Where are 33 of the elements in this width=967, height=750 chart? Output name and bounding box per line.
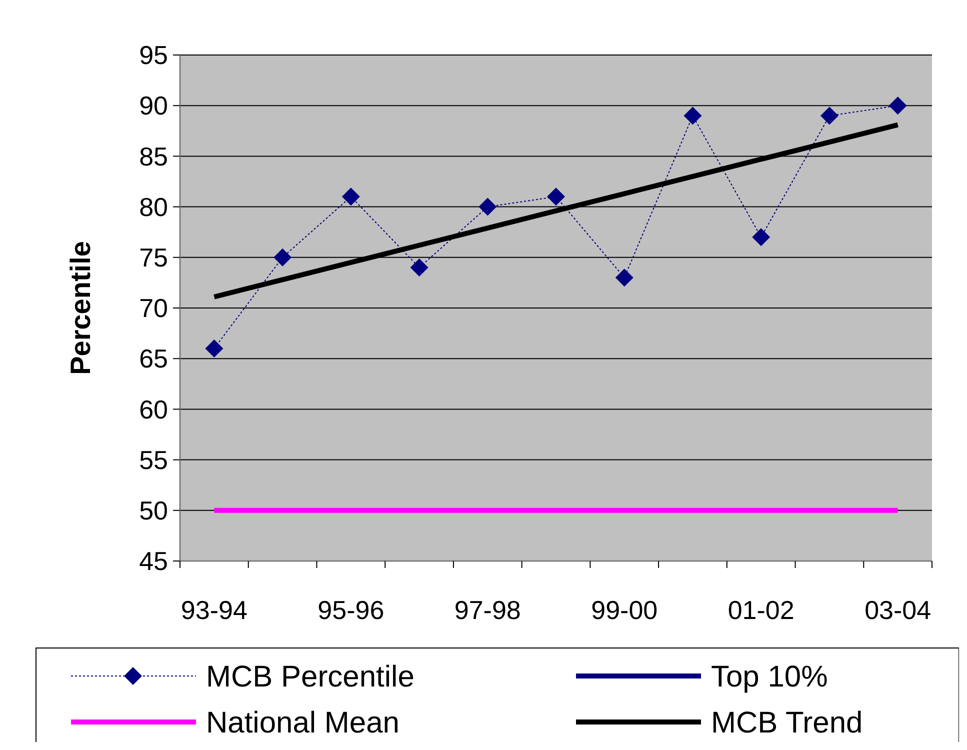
y-tick-label: 60 — [139, 394, 168, 424]
legend-label: National Mean — [206, 706, 400, 740]
x-tick-label: 97-98 — [454, 595, 521, 625]
legend-label: MCB Trend — [711, 706, 863, 740]
y-tick-label: 50 — [139, 496, 168, 526]
x-tick-label: 99-00 — [591, 595, 658, 625]
x-tick-label: 93-94 — [180, 595, 248, 625]
y-tick-label: 55 — [139, 444, 168, 475]
y-tick-label: 90 — [139, 90, 168, 121]
y-tick-label: 80 — [139, 192, 168, 222]
y-tick-label: 95 — [139, 40, 168, 70]
y-tick-label: 85 — [139, 141, 168, 172]
point — [342, 188, 360, 206]
point — [274, 248, 292, 266]
point — [205, 339, 224, 358]
point — [410, 258, 428, 277]
point — [752, 228, 770, 246]
y-tick-label: 70 — [139, 293, 168, 324]
x-tick-label: 95-96 — [318, 595, 384, 625]
point — [478, 198, 497, 216]
x-tick-label: 01-02 — [728, 595, 794, 625]
y-tick-label: 65 — [139, 344, 168, 374]
point — [820, 106, 838, 125]
x-tick-label: 03-04 — [864, 595, 932, 625]
point — [547, 188, 565, 206]
y-axis-title: Percentile — [65, 241, 96, 375]
y-tick-label: 45 — [139, 546, 168, 576]
point — [615, 268, 634, 287]
legend-label: MCB Percentile — [206, 660, 414, 694]
y-tick-label: 75 — [139, 242, 168, 272]
point — [888, 96, 907, 115]
point — [684, 106, 702, 125]
legend-label: Top 10% — [711, 660, 828, 694]
